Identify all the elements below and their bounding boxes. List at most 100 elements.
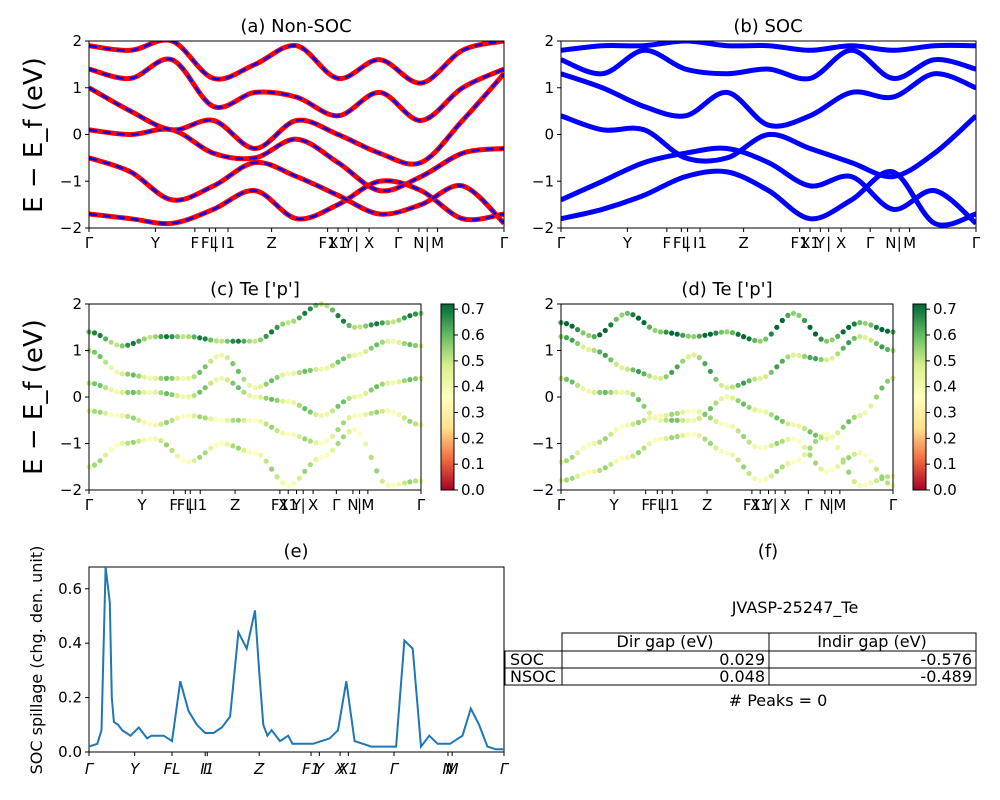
weight-point <box>763 409 769 415</box>
kpoint-label: X <box>334 760 346 778</box>
weight-point <box>569 475 575 481</box>
weight-point <box>291 400 297 406</box>
weight-point <box>563 477 570 483</box>
weight-point <box>169 334 175 340</box>
panel-title-c: (c) Te ['p'] <box>210 279 300 300</box>
kpoint-label: | <box>354 234 359 252</box>
weight-point <box>685 431 691 438</box>
weight-point <box>729 330 736 336</box>
weight-point <box>868 337 874 343</box>
table-row-soc-dir: 0.029 <box>719 650 765 669</box>
weight-point <box>707 406 714 412</box>
ytick-label: 1 <box>72 79 82 97</box>
weight-point <box>630 312 636 318</box>
weight-point <box>230 417 236 423</box>
ytick-label: 0.2 <box>58 689 82 707</box>
kpoint-label: I1 <box>665 496 679 514</box>
colorbar-tick-label: 0.5 <box>933 352 957 370</box>
weight-point <box>307 409 313 415</box>
weight-point <box>873 394 880 400</box>
weight-point <box>846 469 852 475</box>
weight-point <box>663 412 669 418</box>
weight-point <box>790 352 797 358</box>
weight-point <box>569 379 575 385</box>
weight-point <box>385 320 391 326</box>
weight-point <box>363 323 369 329</box>
ytick-label: −2 <box>60 219 82 237</box>
kpoint-label: N <box>885 234 896 252</box>
band-line <box>561 168 976 228</box>
weight-point <box>586 469 592 475</box>
weight-point <box>635 368 642 375</box>
colorbar-tick-label: 0.1 <box>461 455 485 473</box>
weight-point <box>768 473 774 479</box>
weight-point <box>569 337 575 343</box>
weight-point <box>357 351 363 357</box>
weight-point <box>119 413 125 419</box>
weight-point <box>191 393 197 399</box>
weight-point <box>280 398 286 404</box>
band-line <box>561 41 976 53</box>
weight-point <box>597 467 603 473</box>
kpoint-label: | <box>685 234 690 252</box>
weight-point <box>291 318 297 324</box>
weight-point <box>851 335 857 341</box>
weight-point <box>291 480 297 486</box>
weight-point <box>130 389 136 395</box>
weight-point <box>702 332 708 338</box>
weight-point <box>624 389 631 395</box>
weight-point <box>302 436 308 442</box>
weight-point <box>862 452 868 458</box>
kpoint-label: X1 <box>337 760 358 778</box>
kpoint-label: M <box>446 760 459 778</box>
weight-point <box>401 378 407 384</box>
weight-point <box>724 450 730 456</box>
weight-point <box>141 437 147 443</box>
weight-point <box>374 342 380 348</box>
weight-point <box>746 404 752 410</box>
weight-point <box>313 456 319 463</box>
kpoint-label: Z <box>230 496 240 514</box>
weight-point <box>580 471 586 477</box>
weight-point <box>257 337 264 343</box>
colorbar-d: 0.7 0.6 0.5 0.4 0.3 0.2 0.1 0.0 <box>912 300 957 499</box>
weight-point <box>868 480 874 486</box>
weight-point <box>635 450 642 456</box>
weight-point <box>180 375 186 381</box>
kpoint-label: FL <box>164 760 181 778</box>
weight-point <box>580 330 586 336</box>
weight-point <box>824 357 830 363</box>
weight-point <box>324 438 330 444</box>
weight-point <box>396 412 402 418</box>
kpoint-label: Γ <box>500 760 510 778</box>
weight-point <box>862 410 868 416</box>
weight-point <box>285 371 291 377</box>
weight-point <box>630 391 636 397</box>
weight-point <box>624 310 631 316</box>
weight-point <box>619 389 625 395</box>
weight-point <box>768 412 774 418</box>
kpoint-label: Γ <box>390 760 400 778</box>
weight-point <box>696 333 702 339</box>
weight-point <box>752 476 758 482</box>
weight-point <box>746 336 752 342</box>
plot-frame <box>88 566 505 753</box>
kpoint-label: Y <box>291 496 302 514</box>
weight-point <box>702 361 708 367</box>
weight-point <box>829 467 835 473</box>
weight-point <box>757 375 763 381</box>
weight-point <box>829 355 835 361</box>
weight-point <box>108 365 114 371</box>
weight-point <box>702 411 708 417</box>
weight-point <box>718 396 725 402</box>
weight-point <box>873 466 880 472</box>
weight-point <box>807 324 813 330</box>
kpoint-label: Y <box>315 760 326 778</box>
ytick-label: 0 <box>544 388 554 406</box>
weight-point <box>125 342 131 348</box>
kpoint-label: I <box>203 760 208 778</box>
kpoint-label: Γ <box>85 760 95 778</box>
weight-point <box>379 320 385 326</box>
weight-point <box>152 422 158 428</box>
